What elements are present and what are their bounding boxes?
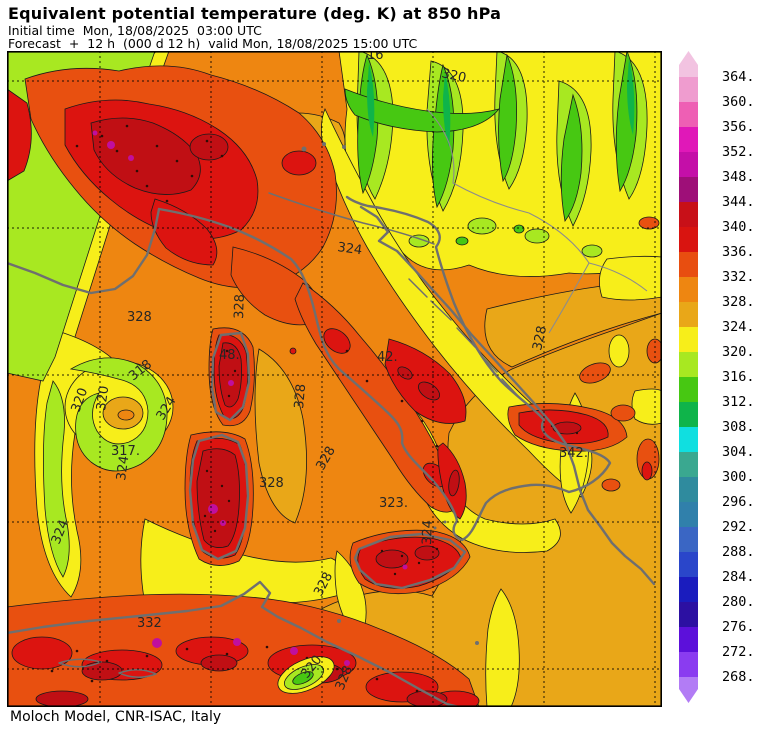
- contour-label: 320: [94, 385, 112, 412]
- colorbar-segment: [679, 77, 698, 102]
- contour-label: 16: [367, 51, 384, 63]
- po-river: [268, 192, 435, 245]
- colorbar-segment: [679, 402, 698, 427]
- colorbar-tick-label: 304.: [722, 444, 755, 460]
- colorbar-tick-label: 272.: [722, 644, 755, 660]
- colorbar-tick-label: 308.: [722, 419, 755, 435]
- sardinia-coastline: [188, 433, 250, 561]
- colorbar-segment: [679, 427, 698, 452]
- colorbar-tick-label: 300.: [722, 469, 755, 485]
- colorbar-tick-label: 312.: [722, 394, 755, 410]
- coastlines: [5, 108, 656, 709]
- contour-label: 324: [336, 240, 363, 258]
- map-border: [7, 51, 663, 708]
- colorbar-segment: [679, 602, 698, 627]
- colorbar-tick-label: 348.: [722, 169, 755, 185]
- colorbar-tick-label: 356.: [722, 119, 755, 135]
- colorbar-segment: [679, 277, 698, 302]
- colorbar-tick-label: 352.: [722, 144, 755, 160]
- colorbar-scale: [679, 51, 698, 703]
- colorbar-arrow-top: [679, 51, 698, 77]
- model-credit: Moloch Model, CNR-ISAC, Italy: [10, 709, 222, 725]
- colorbar-tick-label: 340.: [722, 219, 755, 235]
- north-africa-hot-strip: [6, 593, 480, 712]
- colorbar: [679, 51, 699, 703]
- map-panel: 16 320 324 328 328 48. 328 42. 318 320 320 317. 324 3…: [5, 48, 664, 712]
- colorbar-tick-labels: 364. 360. 356. 352. 348. 344. 340. 336. 332. 328.…: [722, 51, 760, 703]
- colorbar-segment: [679, 202, 698, 227]
- graticule-grid: [7, 51, 662, 707]
- colorbar-segment: [679, 377, 698, 402]
- colorbar-tick-label: 332.: [722, 269, 755, 285]
- colorbar-segment: [679, 452, 698, 477]
- colorbar-tick-label: 292.: [722, 519, 755, 535]
- colorbar-tick-label: 284.: [722, 569, 755, 585]
- colorbar-segment: [679, 352, 698, 377]
- colorbar-segment: [679, 552, 698, 577]
- sicily-coastline: [353, 532, 467, 590]
- colorbar-tick-label: 288.: [722, 544, 755, 560]
- colorbar-tick-label: 268.: [722, 669, 755, 685]
- colorbar-segment: [679, 652, 698, 677]
- africa-coastline: [5, 580, 461, 709]
- contour-label: 320: [440, 66, 467, 86]
- contour-label: 323.: [379, 496, 408, 511]
- alps-hot-region: [6, 65, 337, 326]
- theta-e-fill-field: [6, 49, 664, 712]
- corsica-hot-region: [208, 327, 255, 427]
- colorbar-segment: [679, 577, 698, 602]
- sicily-hot-region: [349, 529, 471, 595]
- colorbar-segment: [679, 327, 698, 352]
- contour-label: 328: [259, 476, 284, 491]
- colorbar-tick-label: 280.: [722, 594, 755, 610]
- contour-label: 328: [292, 383, 309, 409]
- colorbar-tick-label: 336.: [722, 244, 755, 260]
- italy-coastline: [157, 195, 612, 542]
- colorbar-segment: [679, 527, 698, 552]
- contour-label: 324: [420, 520, 436, 545]
- colorbar-tick-label: 360.: [722, 94, 755, 110]
- forecast-valid-line: Forecast + 12 h (000 d 12 h) valid Mon, …: [8, 36, 418, 51]
- colorbar-segment: [679, 502, 698, 527]
- colorbar-segment: [679, 252, 698, 277]
- corsica-coastline: [210, 331, 251, 422]
- colorbar-tick-label: 344.: [722, 194, 755, 210]
- colorbar-segment: [679, 627, 698, 652]
- colorbar-segment: [679, 102, 698, 127]
- colorbar-tick-label: 296.: [722, 494, 755, 510]
- colorbar-tick-label: 324.: [722, 319, 755, 335]
- contour-label: 48.: [219, 348, 240, 363]
- colorbar-segment: [679, 477, 698, 502]
- colorbar-tick-label: 328.: [722, 294, 755, 310]
- initial-time-line: Initial time Mon, 18/08/2025 03:00 UTC: [8, 23, 262, 38]
- contour-label: 324: [114, 455, 132, 482]
- colorbar-segment: [679, 227, 698, 252]
- contour-label: 328: [530, 324, 550, 351]
- colorbar-segment: [679, 177, 698, 202]
- colorbar-tick-label: 320.: [722, 344, 755, 360]
- contour-label: 328: [232, 294, 248, 319]
- colorbar-tick-label: 276.: [722, 619, 755, 635]
- colorbar-tick-label: 316.: [722, 369, 755, 385]
- contour-label: 42.: [377, 350, 398, 365]
- colorbar-arrow-bottom: [679, 677, 698, 703]
- colorbar-segment: [679, 127, 698, 152]
- colorbar-segment: [679, 152, 698, 177]
- contour-label: 317.: [111, 444, 140, 459]
- contour-label: 328: [127, 310, 152, 325]
- contour-label: 332: [137, 616, 162, 631]
- colorbar-segment: [679, 302, 698, 327]
- balkan-coastline: [359, 205, 656, 586]
- contour-label: 342.: [559, 446, 588, 461]
- colorbar-tick-label: 364.: [722, 69, 755, 85]
- page-title: Equivalent potential temperature (deg. K…: [8, 4, 502, 23]
- sardinia-hot-region: [184, 431, 254, 566]
